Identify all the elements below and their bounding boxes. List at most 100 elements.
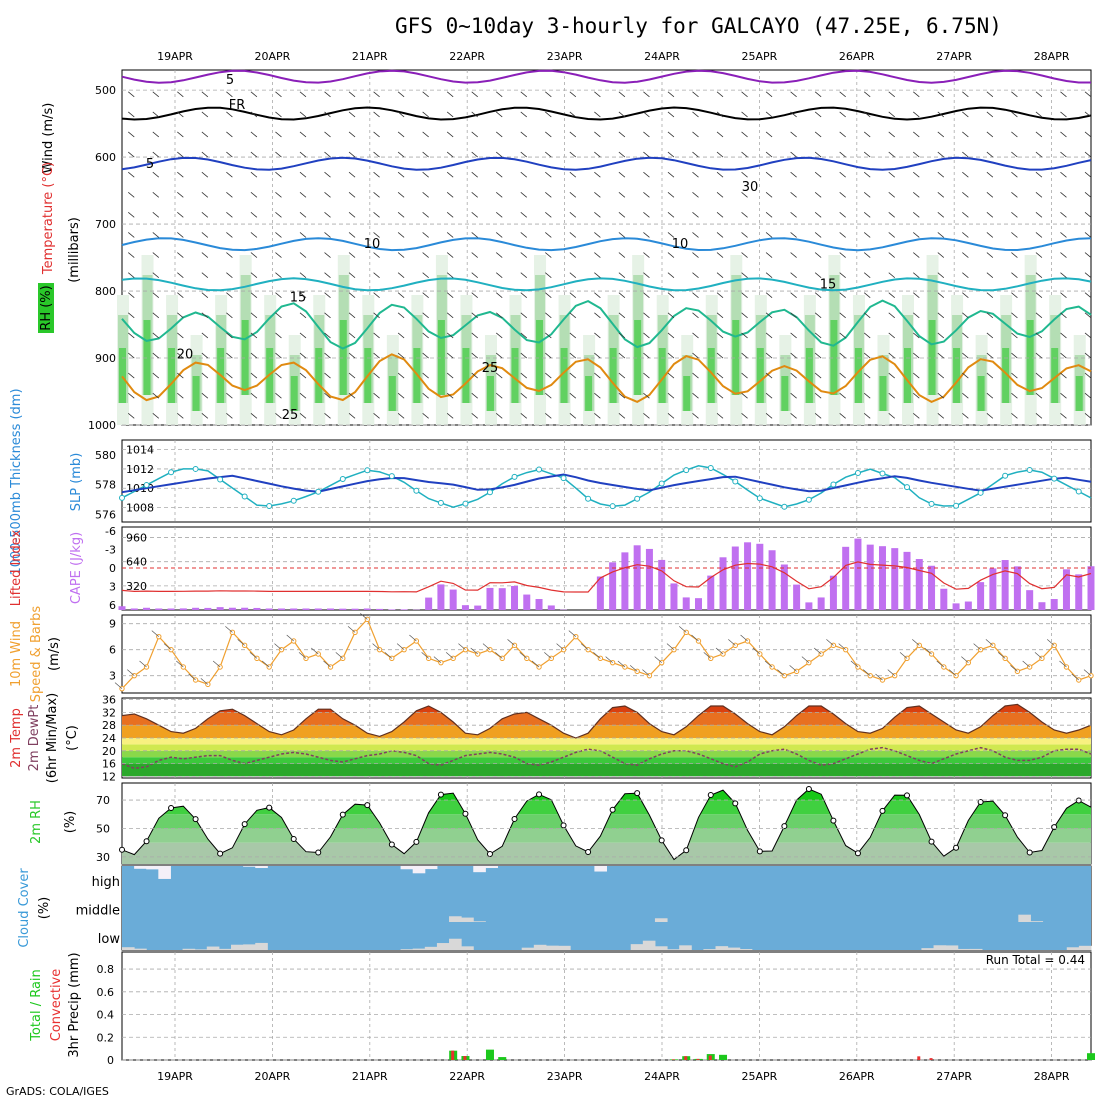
wind-barb <box>422 272 429 278</box>
wind-barb-10m <box>470 647 478 655</box>
slp-tick-label: 1012 <box>126 463 154 476</box>
cloud-axis-units: (%) <box>37 897 52 920</box>
temp-band <box>122 763 1091 777</box>
wind-barb-10m <box>715 647 724 655</box>
wind-barb <box>250 252 258 258</box>
cloud-low-bar <box>1066 947 1080 950</box>
wind-barb <box>790 191 797 198</box>
wind-barb-10m <box>1022 660 1030 668</box>
wind-barb <box>545 131 552 138</box>
cape-bar <box>461 605 469 610</box>
rh-point <box>854 850 861 857</box>
wind-barb-10m <box>813 647 822 655</box>
slp-point <box>560 475 567 482</box>
wind-barb <box>594 352 601 359</box>
wind-barb <box>495 252 503 258</box>
precip-convective-bar <box>696 1058 700 1060</box>
rh-axis-units: (%) <box>63 811 78 834</box>
cape-bar <box>437 584 445 610</box>
wind-barb <box>1035 191 1043 198</box>
wind-barb-10m <box>311 647 319 655</box>
wind-barb <box>716 252 724 258</box>
wind-barb <box>741 232 748 238</box>
wind-barb-10m <box>544 652 552 659</box>
wind-barb <box>373 111 380 118</box>
wind-barb <box>741 292 748 299</box>
slp-point <box>168 469 175 476</box>
wind-barb <box>692 392 699 399</box>
wind-barb <box>1084 332 1092 339</box>
wind-barb <box>1035 131 1043 138</box>
cape-bar <box>952 603 960 610</box>
wind-barb <box>348 171 356 178</box>
wind-barb-10m <box>482 643 491 650</box>
date-label-bottom: 27APR <box>936 1070 972 1083</box>
wind-barb <box>765 191 773 198</box>
wind-barb <box>986 111 994 118</box>
wind-barb <box>177 272 184 278</box>
wind-barb <box>1084 292 1092 299</box>
wind-barb-10m <box>629 665 638 672</box>
wind-barb-10m <box>997 652 1006 659</box>
wind-barb <box>986 212 994 218</box>
wind-barb <box>250 392 258 399</box>
upper-air-axis-labels: Wind (m/s)Temperature (°C) RH (%) (milliba… <box>38 103 82 333</box>
wind-barb <box>397 372 405 379</box>
cloud-low-bar <box>194 949 208 950</box>
cloud-low-bar <box>424 946 438 950</box>
wind-barb <box>397 252 405 258</box>
wind-barb <box>545 151 552 158</box>
wind-barb <box>716 292 724 299</box>
wind-barb <box>275 212 282 218</box>
wind-barb <box>226 292 233 299</box>
wind-barb <box>765 272 773 278</box>
rh-area-dark <box>1075 376 1083 411</box>
wind-barb <box>201 312 209 319</box>
wind-barb <box>716 392 724 399</box>
wind-tick-label: 9 <box>109 618 116 631</box>
wind-barb <box>422 352 429 359</box>
wind-barb <box>397 352 405 359</box>
wind-barb <box>495 352 503 359</box>
wind-barb <box>716 372 724 379</box>
wind-barb-10m <box>887 669 895 676</box>
wind-barb <box>643 191 650 198</box>
rh-point <box>609 806 616 813</box>
wind-barb-10m <box>139 660 147 668</box>
cape-tick-label: 320 <box>126 580 147 593</box>
cape-bar <box>1013 566 1021 610</box>
cape-bar <box>928 565 936 610</box>
wind-barb <box>299 151 307 158</box>
wind-barb <box>250 131 258 138</box>
temperature-axis-label: Temperature (°C) <box>41 162 56 275</box>
wind-barb <box>226 131 233 138</box>
wind-barb <box>324 212 331 218</box>
wind-barb <box>667 352 675 359</box>
wind-barb <box>888 252 896 258</box>
wind-barb <box>1035 332 1043 339</box>
wind-barb <box>201 232 209 238</box>
wind-barb-10m <box>936 660 945 668</box>
isotherm-line <box>121 299 1092 350</box>
wind-barb <box>177 171 184 178</box>
wind-barb <box>177 191 184 198</box>
wind-barb <box>839 232 846 238</box>
wind-barb <box>373 292 380 299</box>
wind-barb <box>716 272 724 278</box>
wind-barb <box>839 312 846 319</box>
wind-barb <box>839 412 846 419</box>
wind-barb <box>1060 131 1067 138</box>
cape-bar <box>253 607 261 610</box>
wind-barb-10m <box>912 639 920 646</box>
cape-bar <box>891 548 899 610</box>
isotherm-line <box>121 106 1092 121</box>
wind-barb <box>324 352 331 359</box>
wind-barb <box>545 191 552 198</box>
wind-barb <box>863 272 871 278</box>
slp-point <box>1051 475 1058 482</box>
wind-barb <box>250 412 258 419</box>
wind-barb <box>1011 252 1018 258</box>
wind-barb <box>545 292 552 299</box>
wind-barb <box>152 312 160 319</box>
wind-barb <box>569 151 577 158</box>
